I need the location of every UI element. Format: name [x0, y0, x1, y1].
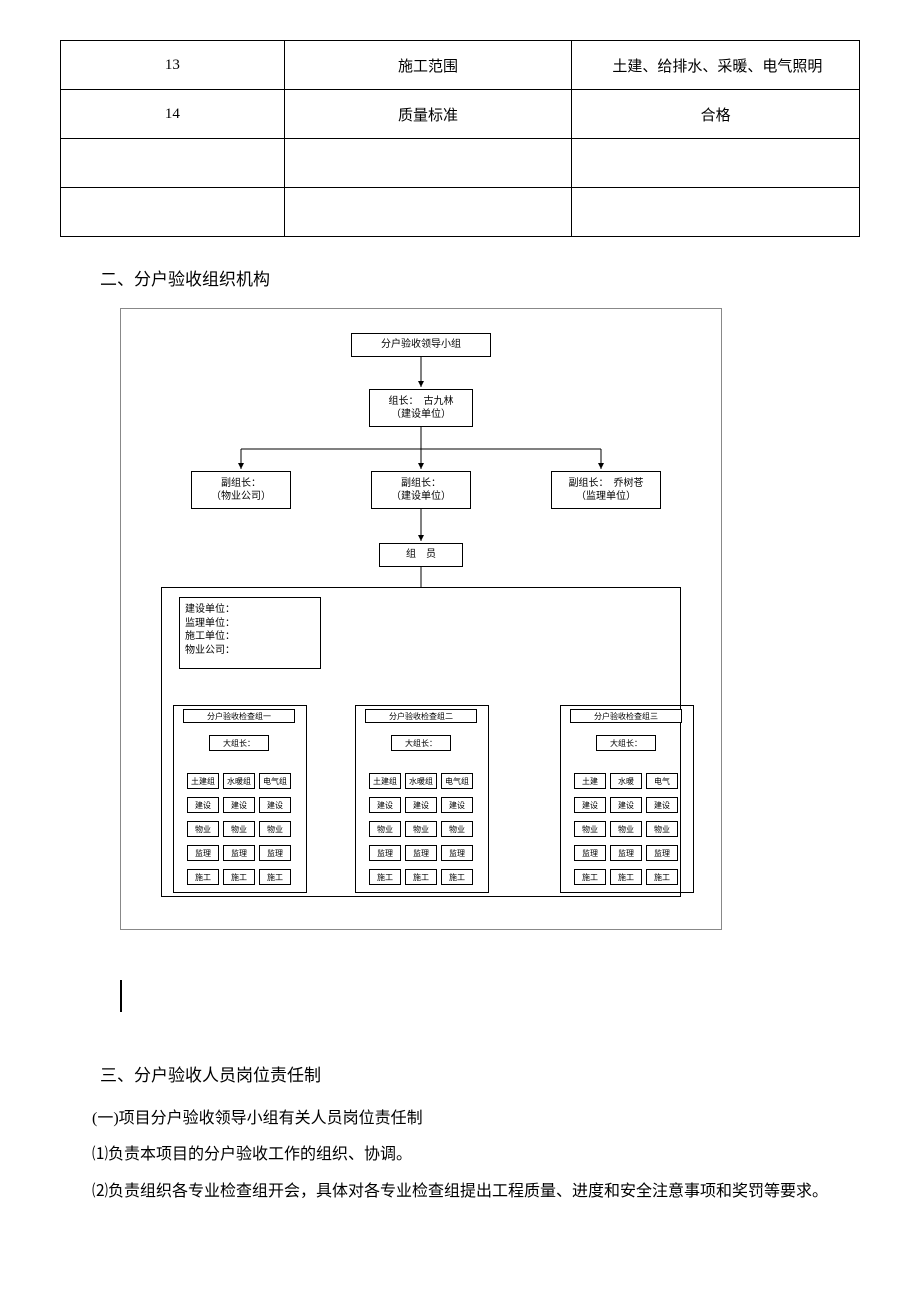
cell: 物业 — [223, 821, 255, 837]
cell: 建设 — [187, 797, 219, 813]
cell — [572, 139, 860, 188]
cell: 合格 — [572, 90, 860, 139]
cell: 物业 — [441, 821, 473, 837]
cell — [284, 188, 572, 237]
paragraph: (一)项目分户验收领导小组有关人员岗位责任制 — [60, 1104, 860, 1134]
cell: 建设 — [405, 797, 437, 813]
org-sub2-title: 分户验收检查组二 — [365, 709, 477, 723]
cell: 水暖 — [610, 773, 642, 789]
label: （建设单位） — [376, 490, 466, 504]
cell: 施工 — [646, 869, 678, 885]
org-chart: www.bdocx.com — [120, 308, 722, 930]
org-sub3-head: 大组长： — [596, 735, 656, 751]
cell: 监理 — [574, 845, 606, 861]
label: （物业公司） — [196, 490, 286, 504]
cell: 物业 — [646, 821, 678, 837]
org-member: 组 员 — [379, 543, 463, 567]
cell: 13 — [61, 41, 285, 90]
cell: 物业 — [259, 821, 291, 837]
table-row: 14 质量标准 合格 — [61, 90, 860, 139]
text-cursor-icon — [120, 980, 122, 1012]
cell: 施工 — [441, 869, 473, 885]
cell: 土建组 — [187, 773, 219, 789]
cell: 施工 — [369, 869, 401, 885]
cell: 建设 — [259, 797, 291, 813]
cell: 施工 — [610, 869, 642, 885]
table-row: 13 施工范围 土建、给排水、采暖、电气照明 — [61, 41, 860, 90]
paragraph: ⑵负责组织各专业检查组开会，具体对各专业检查组提出工程质量、进度和安全注意事项和… — [60, 1177, 860, 1207]
label: 副组长： — [376, 477, 466, 491]
cell: 电气 — [646, 773, 678, 789]
cell: 施工 — [187, 869, 219, 885]
cell: 施工范围 — [284, 41, 572, 90]
org-leader-line1: 组长： 古九林 — [374, 395, 468, 409]
cell: 土建组 — [369, 773, 401, 789]
cell: 14 — [61, 90, 285, 139]
cell: 质量标准 — [284, 90, 572, 139]
cell: 物业 — [369, 821, 401, 837]
cell: 监理 — [187, 845, 219, 861]
cell: 建设 — [610, 797, 642, 813]
org-leader: 组长： 古九林 （建设单位） — [369, 389, 473, 427]
org-deputy-3: 副组长： 乔树苍 （监理单位） — [551, 471, 661, 509]
cell: 物业 — [574, 821, 606, 837]
org-deputy-2: 副组长： （建设单位） — [371, 471, 471, 509]
table-row — [61, 188, 860, 237]
cell: 物业 — [610, 821, 642, 837]
org-sub1-title: 分户验收检查组一 — [183, 709, 295, 723]
section-heading-resp: 三、分户验收人员岗位责任制 — [100, 1061, 860, 1086]
cell: 土建 — [574, 773, 606, 789]
cell: 监理 — [441, 845, 473, 861]
cell: 监理 — [369, 845, 401, 861]
org-deputy-1: 副组长： （物业公司） — [191, 471, 291, 509]
cell: 物业 — [405, 821, 437, 837]
paragraph: ⑴负责本项目的分户验收工作的组织、协调。 — [60, 1140, 860, 1170]
cell: 水暖组 — [223, 773, 255, 789]
cell — [61, 139, 285, 188]
org-sub3-title: 分户验收检查组三 — [570, 709, 682, 723]
cell: 水暖组 — [405, 773, 437, 789]
cell: 监理 — [646, 845, 678, 861]
cell: 电气组 — [259, 773, 291, 789]
cell: 建设 — [223, 797, 255, 813]
cell: 监理 — [610, 845, 642, 861]
cell: 施工 — [223, 869, 255, 885]
org-units-frame — [179, 597, 321, 669]
cell: 建设 — [646, 797, 678, 813]
org-leader-line2: （建设单位） — [374, 408, 468, 422]
org-top: 分户验收领导小组 — [351, 333, 491, 357]
table-row — [61, 139, 860, 188]
cell: 电气组 — [441, 773, 473, 789]
cell: 建设 — [441, 797, 473, 813]
cell: 土建、给排水、采暖、电气照明 — [572, 41, 860, 90]
info-table: 13 施工范围 土建、给排水、采暖、电气照明 14 质量标准 合格 — [60, 40, 860, 237]
section-heading-org: 二、分户验收组织机构 — [100, 265, 860, 290]
cell: 建设 — [369, 797, 401, 813]
cell: 施工 — [405, 869, 437, 885]
cell: 监理 — [223, 845, 255, 861]
cell: 施工 — [259, 869, 291, 885]
label: 副组长： — [196, 477, 286, 491]
cell: 建设 — [574, 797, 606, 813]
cell — [61, 188, 285, 237]
cell: 施工 — [574, 869, 606, 885]
document-page: 13 施工范围 土建、给排水、采暖、电气照明 14 质量标准 合格 二、分户验收… — [60, 40, 860, 1207]
cell — [572, 188, 860, 237]
cell — [284, 139, 572, 188]
label: 副组长： 乔树苍 — [556, 477, 656, 491]
org-sub1-head: 大组长： — [209, 735, 269, 751]
cell: 监理 — [259, 845, 291, 861]
org-sub2-head: 大组长： — [391, 735, 451, 751]
cell: 物业 — [187, 821, 219, 837]
cell: 监理 — [405, 845, 437, 861]
label: （监理单位） — [556, 490, 656, 504]
